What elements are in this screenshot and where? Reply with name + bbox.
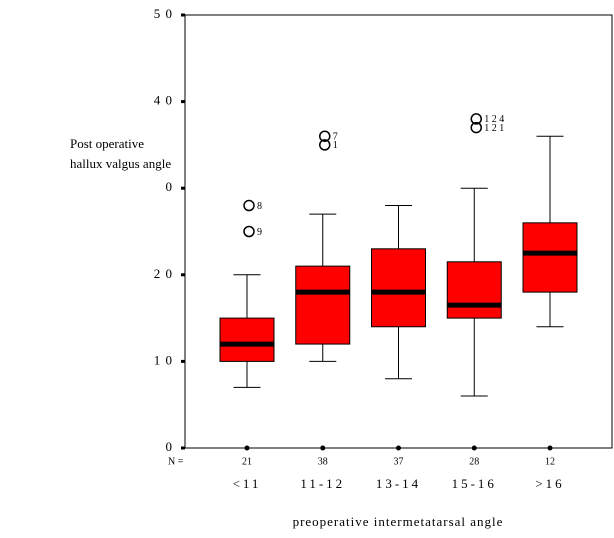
y-tick-label: 2 0: [154, 266, 173, 281]
x-tick: [547, 445, 553, 451]
n-label: N =: [168, 456, 184, 467]
box: [446, 261, 502, 319]
outlier-label: 1: [333, 140, 338, 151]
x-tick: [320, 445, 326, 451]
y-axis-label: Post operative: [70, 136, 144, 151]
y-tick-label: 0: [166, 179, 174, 194]
box: [371, 248, 426, 328]
outlier-label: 9: [257, 227, 262, 238]
n-count: 12: [545, 456, 555, 467]
n-count: 21: [242, 456, 252, 467]
outlier: [319, 130, 331, 142]
outlier-label: 1 2 4: [484, 114, 504, 125]
outlier: [243, 225, 255, 238]
box: [219, 317, 275, 362]
x-tick-label: >16: [535, 476, 564, 491]
n-count: 38: [318, 456, 328, 467]
outlier-label: 7: [333, 132, 338, 143]
x-tick: [396, 445, 401, 451]
n-count: 37: [394, 456, 404, 467]
box: [295, 265, 351, 345]
box: [522, 222, 578, 293]
outlier: [319, 139, 331, 151]
outlier-label: 1 2 1: [484, 123, 504, 134]
outlier-label: 8: [257, 201, 262, 212]
y-tick-label: 1 0: [154, 352, 173, 367]
n-count: 28: [469, 456, 479, 467]
x-axis-label: preoperative intermetatarsal angle: [293, 514, 504, 529]
outlier: [243, 199, 255, 212]
x-tick-label: 15-16: [452, 476, 497, 491]
y-axis-label: hallux valgus angle: [70, 156, 171, 171]
y-tick-label: 5 0: [154, 6, 173, 21]
outlier: [470, 121, 482, 134]
y-tick-label: 0: [166, 439, 174, 454]
x-tick-label: <11: [233, 476, 262, 491]
y-tick-label: 4 0: [154, 93, 173, 108]
outlier: [470, 113, 482, 125]
x-tick-label: 11-12: [300, 476, 345, 491]
x-tick: [244, 445, 250, 451]
x-tick-label: 13-14: [376, 476, 421, 491]
x-tick: [471, 445, 477, 451]
